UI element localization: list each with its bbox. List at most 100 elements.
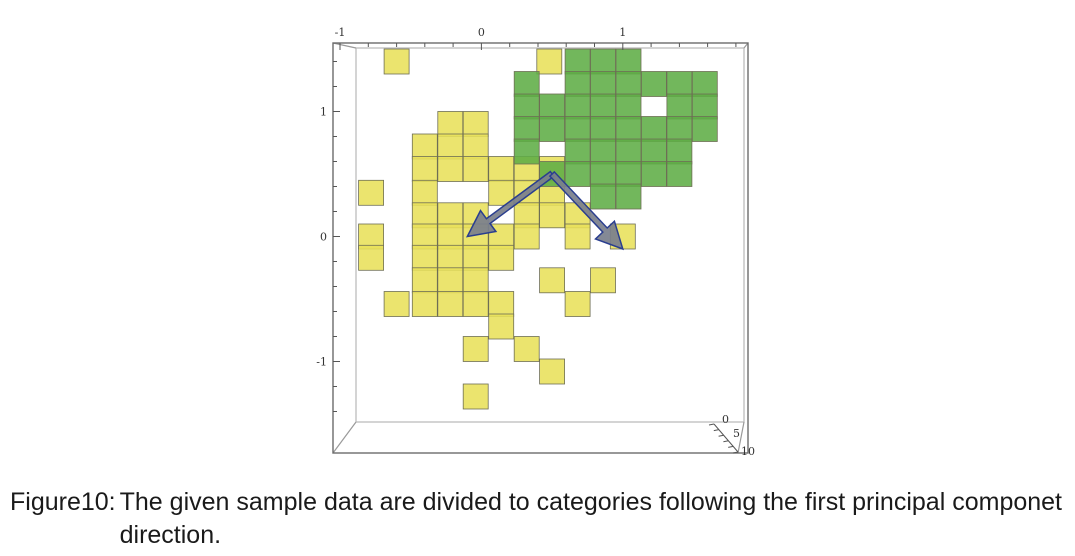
green-data-box [539, 93, 565, 120]
depth-edge-bottom-right [737, 421, 745, 454]
green-data-box [641, 116, 667, 142]
yellow-data-box [564, 223, 591, 250]
y-tick-label: 0 [320, 231, 327, 244]
yellow-data-box [437, 291, 464, 317]
principal-arrow-left [465, 170, 555, 238]
green-data-box [513, 71, 540, 97]
green-data-box [615, 138, 642, 165]
yellow-data-box [411, 291, 438, 317]
yellow-data-box [411, 223, 438, 250]
green-data-box [564, 138, 591, 165]
green-data-box [590, 183, 616, 210]
green-data-box [564, 161, 591, 187]
yellow-data-box [358, 223, 385, 250]
yellow-data-box [411, 179, 438, 206]
green-data-box [691, 116, 718, 142]
yellow-data-box [462, 267, 489, 294]
yellow-data-box [437, 111, 464, 137]
green-data-box [615, 183, 642, 210]
x-tick-label: 1 [619, 26, 626, 39]
plot-front-frame [332, 42, 749, 454]
z-tick-label: 10 [741, 445, 755, 458]
green-data-box [513, 138, 540, 165]
green-data-box [615, 48, 642, 75]
green-data-box [590, 161, 616, 187]
yellow-data-box [358, 179, 385, 206]
yellow-data-box [536, 48, 563, 75]
green-data-box [666, 71, 693, 97]
green-data-box [590, 138, 616, 165]
principal-arrow-right [548, 170, 624, 251]
x-tick-label: 0 [478, 26, 485, 39]
caption-text: The given sample data are divided to cat… [119, 488, 1062, 549]
z-tick-mark [708, 423, 715, 426]
green-data-box [564, 71, 591, 97]
yellow-data-box [539, 358, 565, 385]
yellow-data-box [411, 156, 438, 182]
green-data-box [590, 93, 616, 120]
green-data-box [513, 116, 540, 142]
green-data-box [590, 48, 616, 75]
yellow-data-box [462, 244, 489, 271]
green-data-box [691, 71, 718, 97]
green-data-box [615, 71, 642, 97]
green-data-box [564, 116, 591, 142]
z-tick-mark [732, 451, 739, 454]
z-tick-label: 0 [722, 413, 729, 426]
yellow-data-box [539, 202, 565, 229]
green-data-box [564, 48, 591, 75]
yellow-data-box [513, 336, 540, 362]
z-tick-mark [713, 429, 719, 432]
yellow-data-box [437, 267, 464, 294]
green-data-box [666, 161, 693, 187]
green-data-box [539, 116, 565, 142]
principal-direction-arrows [465, 170, 624, 251]
green-data-box [564, 93, 591, 120]
green-data-box [666, 138, 693, 165]
yellow-data-box [488, 313, 515, 340]
depth-edge-bottom-left [332, 421, 357, 454]
yellow-data-box [411, 244, 438, 271]
yellow-data-box [411, 267, 438, 294]
y-tick-label: 1 [320, 106, 327, 119]
depth-edge-top-left [332, 42, 357, 49]
green-data-box [666, 93, 693, 120]
green-data-box [641, 161, 667, 187]
y-tick-label: -1 [316, 356, 327, 369]
yellow-data-box [488, 156, 515, 182]
z-axis-line [713, 423, 739, 453]
green-data-box [641, 138, 667, 165]
z-tick-label: 5 [733, 427, 740, 440]
green-data-box [590, 116, 616, 142]
yellow-data-box [411, 133, 438, 160]
green-data-box [615, 161, 642, 187]
green-data-box [590, 71, 616, 97]
green-data-box [615, 93, 642, 120]
z-tick-mark [723, 440, 729, 443]
yellow-data-box [462, 383, 489, 410]
x-tick-label: -1 [335, 26, 346, 39]
yellow-data-box [437, 244, 464, 271]
green-data-box [641, 71, 667, 97]
green-data-box [615, 116, 642, 142]
yellow-data-box [437, 133, 464, 160]
yellow-data-box [488, 244, 515, 271]
plot-back-frame [355, 47, 745, 423]
yellow-data-box [564, 291, 591, 317]
data-boxes [358, 48, 718, 410]
green-data-box [513, 93, 540, 120]
yellow-data-box [437, 156, 464, 182]
green-data-box [666, 116, 693, 142]
yellow-data-box [462, 156, 489, 182]
green-data-box [691, 93, 718, 120]
z-tick-mark [728, 445, 734, 448]
z-tick-mark [718, 434, 724, 437]
yellow-data-box [462, 133, 489, 160]
yellow-data-box [590, 267, 616, 294]
caption-label: Figure10: [10, 488, 116, 516]
yellow-data-box [383, 48, 410, 75]
figure-caption: Figure10: The given sample data are divi… [10, 486, 1062, 552]
yellow-data-box [358, 244, 385, 271]
